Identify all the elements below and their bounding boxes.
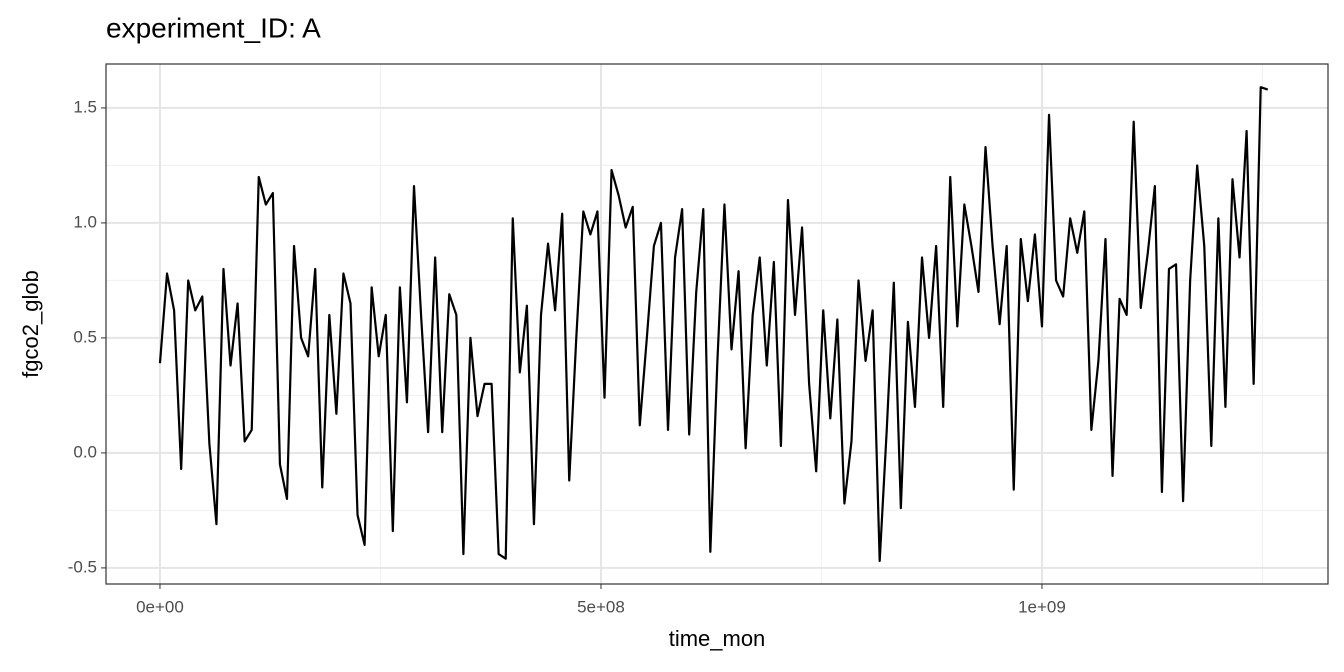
y-axis-label: fgco2_glob: [18, 270, 43, 378]
x-axis-label: time_mon: [669, 626, 766, 651]
x-tick-label: 0e+00: [136, 597, 184, 616]
y-tick-label: -0.5: [68, 557, 97, 576]
chart-title: experiment_ID: A: [106, 12, 321, 43]
x-tick-label: 1e+09: [1018, 597, 1066, 616]
x-tick-label: 5e+08: [577, 597, 625, 616]
y-tick-label: 0.0: [73, 442, 97, 461]
y-tick-label: 0.5: [73, 327, 97, 346]
data-line: [158, 86, 1269, 563]
panel-border: [105, 63, 1329, 585]
y-tick-label: 1.5: [73, 97, 97, 116]
y-tick-label: 1.0: [73, 212, 97, 231]
